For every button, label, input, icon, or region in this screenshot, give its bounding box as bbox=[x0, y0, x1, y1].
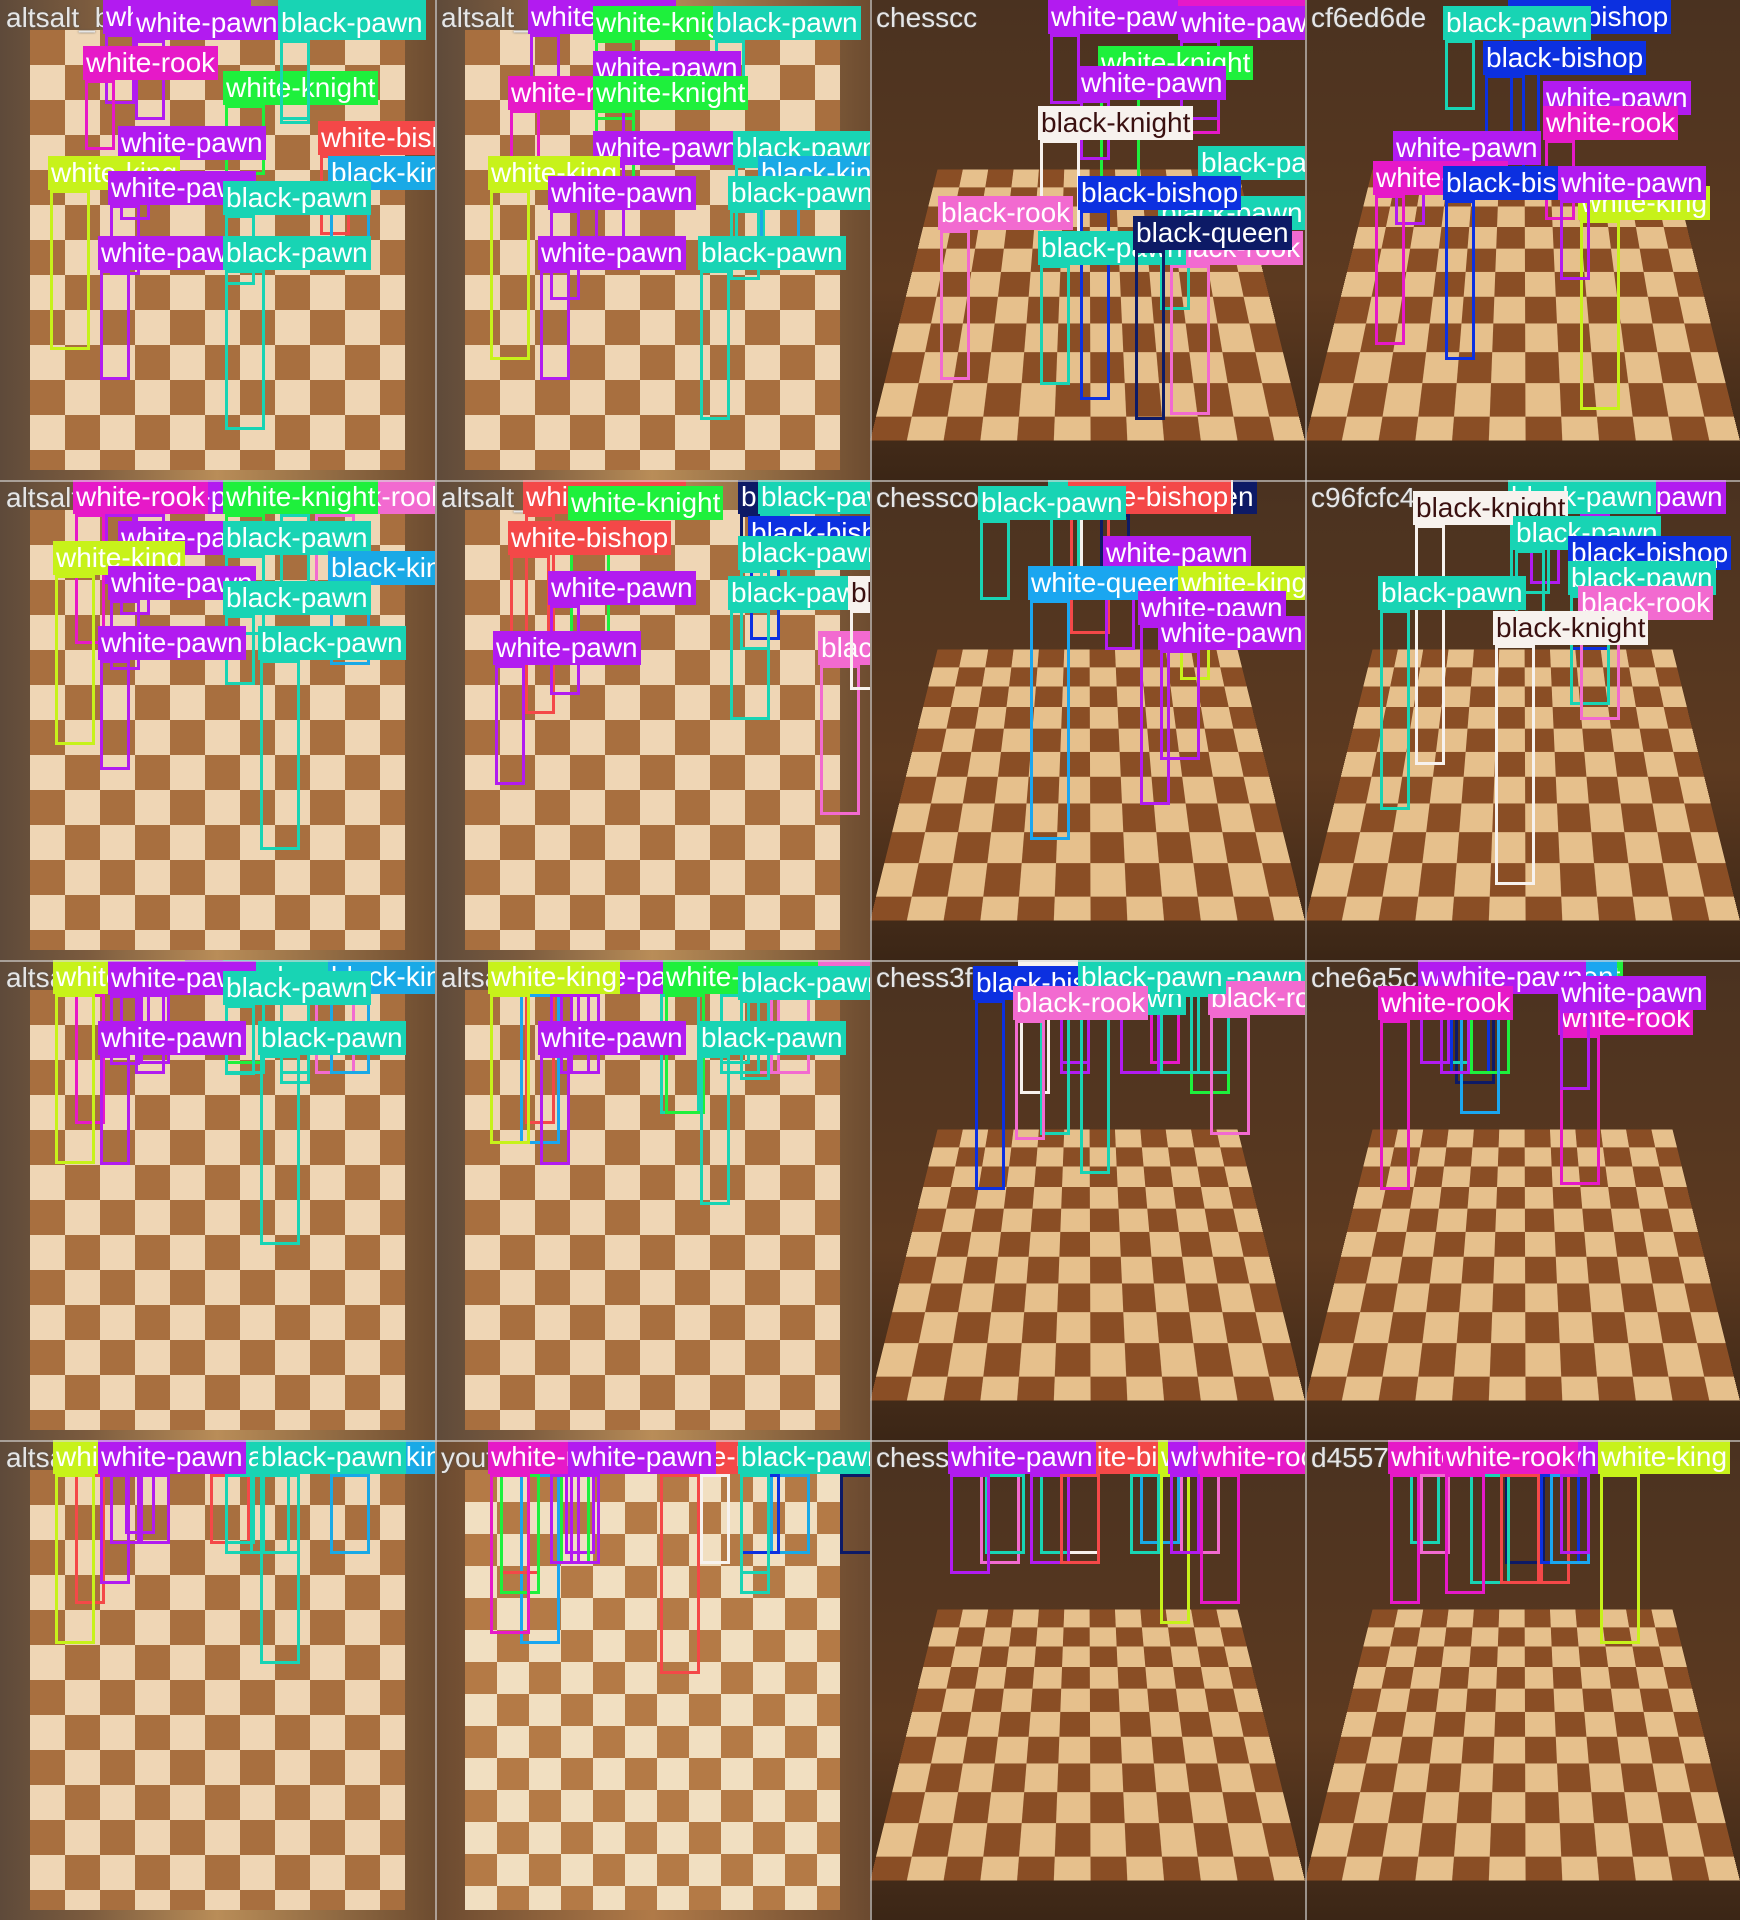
mosaic-tile: c96fcfc4ee white-rook white-pawn white-pawn… bbox=[1305, 480, 1740, 960]
chessboard bbox=[870, 649, 1305, 921]
tile-filename: altsalt_bishop_m bbox=[6, 962, 217, 993]
tile-filename: altsalt_bishop_m bbox=[6, 482, 217, 513]
chessboard bbox=[465, 510, 840, 950]
mosaic-tile: altsalt_m white-pawn black-rook white-bisho… bbox=[435, 960, 870, 1440]
chessboard bbox=[30, 510, 405, 950]
chessboard bbox=[870, 1129, 1305, 1401]
chessboard bbox=[465, 1470, 840, 1910]
chessboard bbox=[30, 1470, 405, 1910]
mosaic-tile: d4557084b6 black-queen white-bishop black-b… bbox=[1305, 1440, 1740, 1920]
tile-filename: cf6ed6de bbox=[1311, 2, 1427, 33]
tile-filename: altsalt_m bbox=[441, 482, 554, 513]
chessboard bbox=[1305, 1609, 1740, 1881]
tile-filename: youtube bbox=[441, 1442, 541, 1473]
mosaic-tile: altsalt_bishop_m white-pawn white-pawn blac… bbox=[0, 480, 435, 960]
mosaic-tile: altsalt_bishop_m white-pawn black-pawn blac… bbox=[0, 1440, 435, 1920]
mosaic-tile: altsalt_mwhite-bishopblack-bishopblack-q… bbox=[435, 480, 870, 960]
mosaic-tile: chesscog_94a85 black-queen black-knight bla… bbox=[870, 480, 1305, 960]
mosaic-tile: cf6ed6de black-bishop black-pawn black-bish… bbox=[1305, 0, 1740, 480]
tile-filename: altsalt_m bbox=[441, 2, 554, 33]
tile-filename: c96fcfc4ee bbox=[1311, 482, 1447, 513]
mosaic-tile: che6a5cd black-bishop black-queen black-paw… bbox=[1305, 960, 1740, 1440]
mosaic-tile: altsalt_bishop_m white-pawn white-pawn whit… bbox=[0, 0, 435, 480]
tile-filename: chess3f bbox=[876, 962, 973, 993]
tile-filename: altsalt_bishop_m bbox=[6, 2, 217, 33]
tile-filename: chesscog_94a85 bbox=[876, 482, 1088, 513]
chessboard bbox=[1305, 1129, 1740, 1401]
chessboard bbox=[30, 30, 405, 470]
chessboard bbox=[870, 169, 1305, 441]
mosaic-tile: chessccwhite-pawnwhite-rookwhite-pawnwhi… bbox=[870, 0, 1305, 480]
mosaic-tile: chessco black-rook black-king black-knight b… bbox=[870, 1440, 1305, 1920]
tile-filename: altsalt_m bbox=[441, 962, 554, 993]
tile-filename: d4557084b6 bbox=[1311, 1442, 1467, 1473]
tile-separator bbox=[0, 960, 1740, 962]
chessboard bbox=[465, 990, 840, 1430]
mosaic-tile: youtubewhite-pawnwhite-queenblack-queenw… bbox=[435, 1440, 870, 1920]
mosaic-tile: chess3fwhite-rookwhite-pawnwhite-knightw… bbox=[870, 960, 1305, 1440]
tile-separator bbox=[0, 480, 1740, 482]
mosaic-tile: altsalt_bishop_m white-pawn black-pawn blac… bbox=[0, 960, 435, 1440]
tile-filename: altsalt_bishop_m bbox=[6, 1442, 217, 1473]
chessboard bbox=[30, 990, 405, 1430]
tile-filename: chessco bbox=[876, 1442, 979, 1473]
tile-separator bbox=[0, 1440, 1740, 1442]
chessboard bbox=[1305, 169, 1740, 441]
mosaic-tile: altsalt_m white-pawn white-knight black-paw… bbox=[435, 0, 870, 480]
chessboard bbox=[465, 30, 840, 470]
tile-filename: chesscc bbox=[876, 2, 978, 33]
chessboard bbox=[1305, 649, 1740, 921]
chessboard bbox=[870, 1609, 1305, 1881]
tile-filename: che6a5cd bbox=[1311, 962, 1433, 993]
